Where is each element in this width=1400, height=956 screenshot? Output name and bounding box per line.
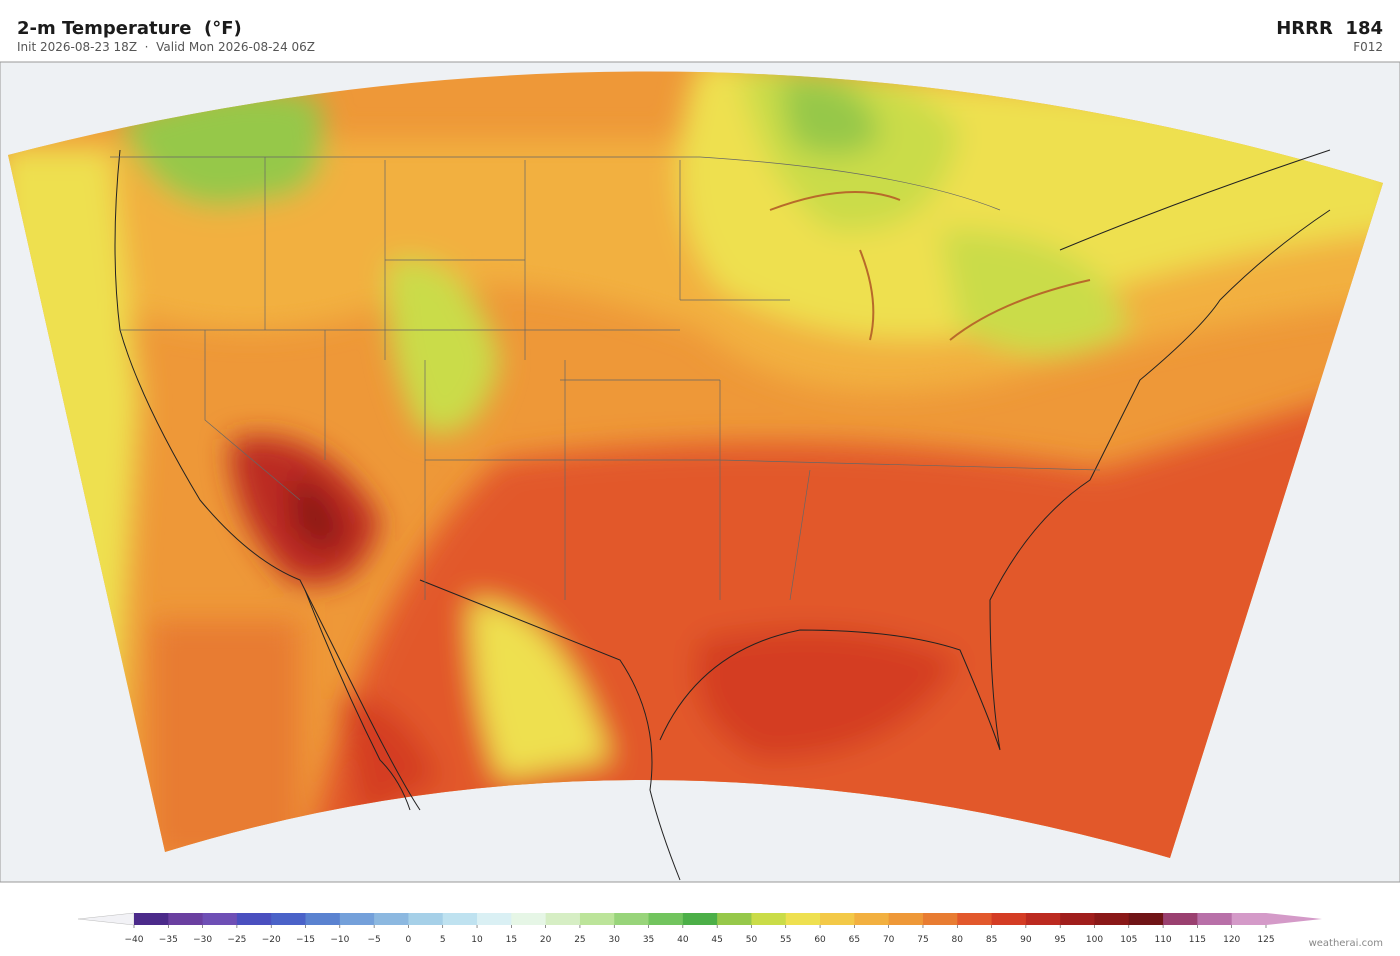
map [0, 61, 1400, 883]
colorbar-tick-label: 15 [506, 935, 517, 945]
colorbar-tick-label: 115 [1189, 935, 1206, 945]
colorbar-segment [614, 913, 650, 925]
credit: weatherai.com [1309, 938, 1383, 949]
colorbar-tick-label: −20 [262, 935, 281, 945]
colorbar-tick-label: 80 [952, 935, 964, 945]
colorbar-tick-label: 125 [1257, 935, 1274, 945]
state-borders [110, 156, 1101, 601]
colorbar-tick-label: 110 [1154, 935, 1171, 945]
colorbar-segment [579, 913, 615, 925]
subtitle: Init 2026-08-23 18Z · Valid Mon 2026-08-… [17, 40, 315, 54]
colorbar-tick-label: 20 [540, 935, 552, 945]
colorbar-segment [751, 913, 787, 925]
colorbar-segment [1128, 913, 1164, 925]
colorbar-tick-label: 50 [746, 935, 758, 945]
colorbar-segment [442, 913, 478, 925]
colorbar-tick-label: 25 [574, 935, 585, 945]
colorbar-segment [339, 913, 375, 925]
colorbar-segment [957, 913, 993, 925]
colorbar-segment [168, 913, 204, 925]
colorbar-segment [648, 913, 684, 925]
colorbar-tick-label: 10 [471, 935, 483, 945]
colorbar-segment [717, 913, 752, 925]
colorbar-tick-label: 75 [917, 935, 928, 945]
colorbar-segment [1060, 913, 1095, 925]
colorbar-segment [134, 913, 169, 925]
colorbar-tick-label: −10 [330, 935, 349, 945]
colorbar-tick-label: −25 [227, 935, 246, 945]
colorbar-tick-label: 120 [1223, 935, 1240, 945]
colorbar-tick-label: 0 [406, 935, 412, 945]
colorbar-segment [545, 913, 581, 925]
colorbar-segment [820, 913, 855, 925]
colorbar-tick-label: 35 [643, 935, 654, 945]
colorbar-tick-label: 45 [711, 935, 722, 945]
colorbar-tick-label: 85 [986, 935, 997, 945]
colorbar-segment [408, 913, 444, 925]
title: 2-m Temperature (°F) [17, 18, 242, 39]
colorbar-segment [854, 913, 890, 925]
colorbar-tick-label: 70 [883, 935, 895, 945]
colorbar-segment [682, 913, 718, 925]
colorbar-tick-label: 5 [440, 935, 446, 945]
colorbar-tick-label: 90 [1020, 935, 1032, 945]
colorbar-segment [236, 913, 272, 925]
colorbar-over [1266, 913, 1322, 925]
colorbar-tick-label: 65 [849, 935, 860, 945]
colorbar-segment [271, 913, 307, 925]
colorbar-segment [1231, 913, 1267, 925]
colorbar-tick-label: 40 [677, 935, 689, 945]
colorbar-segment [1163, 913, 1198, 925]
colorbar-tick-label: 95 [1054, 935, 1065, 945]
colorbar-segment [888, 913, 924, 925]
colorbar-segment [1025, 913, 1061, 925]
colorbar-segment [922, 913, 958, 925]
colorbar-segment [374, 913, 409, 925]
colorbar: −40 −35 −30 −25 −20 −15 −10 −5 0 5 10 15 20 25 30 35 40 4… [77, 912, 1322, 945]
forecast-hour: F012 [1353, 40, 1383, 54]
colorbar-tick-label: −5 [367, 935, 380, 945]
colorbar-tick-label: −15 [296, 935, 315, 945]
colorbar-segment [477, 913, 512, 925]
colorbar-tick-label: 100 [1086, 935, 1103, 945]
colorbar-under [77, 912, 135, 926]
colorbar-tick-label: 55 [780, 935, 791, 945]
colorbar-tick-label: 105 [1120, 935, 1137, 945]
colorbar-segment [305, 913, 341, 925]
model-name: HRRR 184 [1276, 18, 1383, 39]
colorbar-segment [202, 913, 238, 925]
colorbar-tick-label: 60 [814, 935, 826, 945]
colorbar-segment [1197, 913, 1233, 925]
colorbar-segment [991, 913, 1027, 925]
coastlines [114, 149, 1331, 881]
temperature-field [8, 71, 1383, 858]
colorbar-tick-label: −40 [125, 935, 144, 945]
colorbar-segment [511, 913, 547, 925]
colorbar-tick-label: −35 [159, 935, 178, 945]
colorbar-tick-label: −30 [193, 935, 212, 945]
colorbar-segment [1094, 913, 1130, 925]
colorbar-tick-label: 30 [609, 935, 621, 945]
colorbar-segment [785, 913, 821, 925]
